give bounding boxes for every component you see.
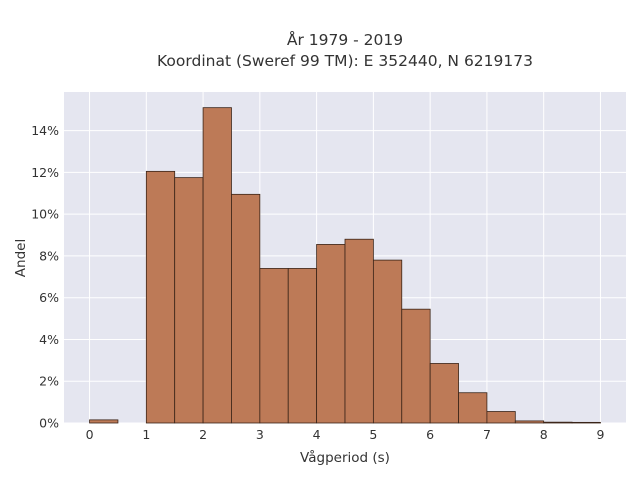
histogram-bars [89, 107, 601, 424]
histogram-bar [486, 411, 516, 424]
histogram-bar [145, 170, 176, 424]
chart-title-line1: År 1979 - 2019 [287, 30, 403, 49]
y-tick-label: 0% [39, 416, 59, 431]
histogram-bar [231, 193, 261, 424]
y-axis-label: Andel [13, 239, 29, 277]
chart-title-line2: Koordinat (Sweref 99 TM): E 352440, N 62… [157, 52, 533, 70]
histogram-bar [543, 421, 573, 424]
histogram-bar [401, 308, 431, 424]
x-tick-label: 8 [540, 427, 548, 442]
x-tick-label: 7 [483, 427, 491, 442]
y-tick-label: 14% [31, 123, 59, 138]
y-tick-label: 6% [39, 290, 59, 305]
histogram-bar [344, 238, 374, 424]
histogram-bar [202, 107, 232, 424]
histogram-bar [316, 244, 346, 424]
x-tick-label: 3 [256, 427, 264, 442]
histogram-bar [174, 177, 204, 424]
histogram-bar [287, 268, 318, 424]
histogram-bar [89, 419, 119, 424]
histogram-bar [571, 421, 601, 424]
x-axis-label: Vågperiod (s) [300, 449, 390, 466]
x-tick-label: 5 [369, 427, 377, 442]
x-tick-label: 2 [199, 427, 207, 442]
x-tick-label: 4 [313, 427, 321, 442]
histogram-bar [458, 392, 488, 424]
histogram-bar [372, 259, 403, 424]
histogram-bar [259, 268, 289, 424]
y-tick-label: 12% [31, 165, 59, 180]
x-tick-labels: 0 1 2 3 4 5 6 7 8 9 [86, 427, 605, 442]
x-tick-label: 9 [596, 427, 604, 442]
x-tick-label: 1 [142, 427, 150, 442]
y-tick-labels: 0% 2% 4% 6% 8% 10% 12% 14% [31, 123, 59, 430]
x-tick-label: 0 [86, 427, 94, 442]
y-tick-label: 10% [31, 207, 59, 222]
histogram-bar [429, 363, 459, 424]
y-tick-label: 4% [39, 332, 59, 347]
y-tick-label: 8% [39, 248, 59, 263]
histogram-bar [514, 420, 545, 424]
y-tick-label: 2% [39, 374, 59, 389]
x-tick-label: 6 [426, 427, 434, 442]
